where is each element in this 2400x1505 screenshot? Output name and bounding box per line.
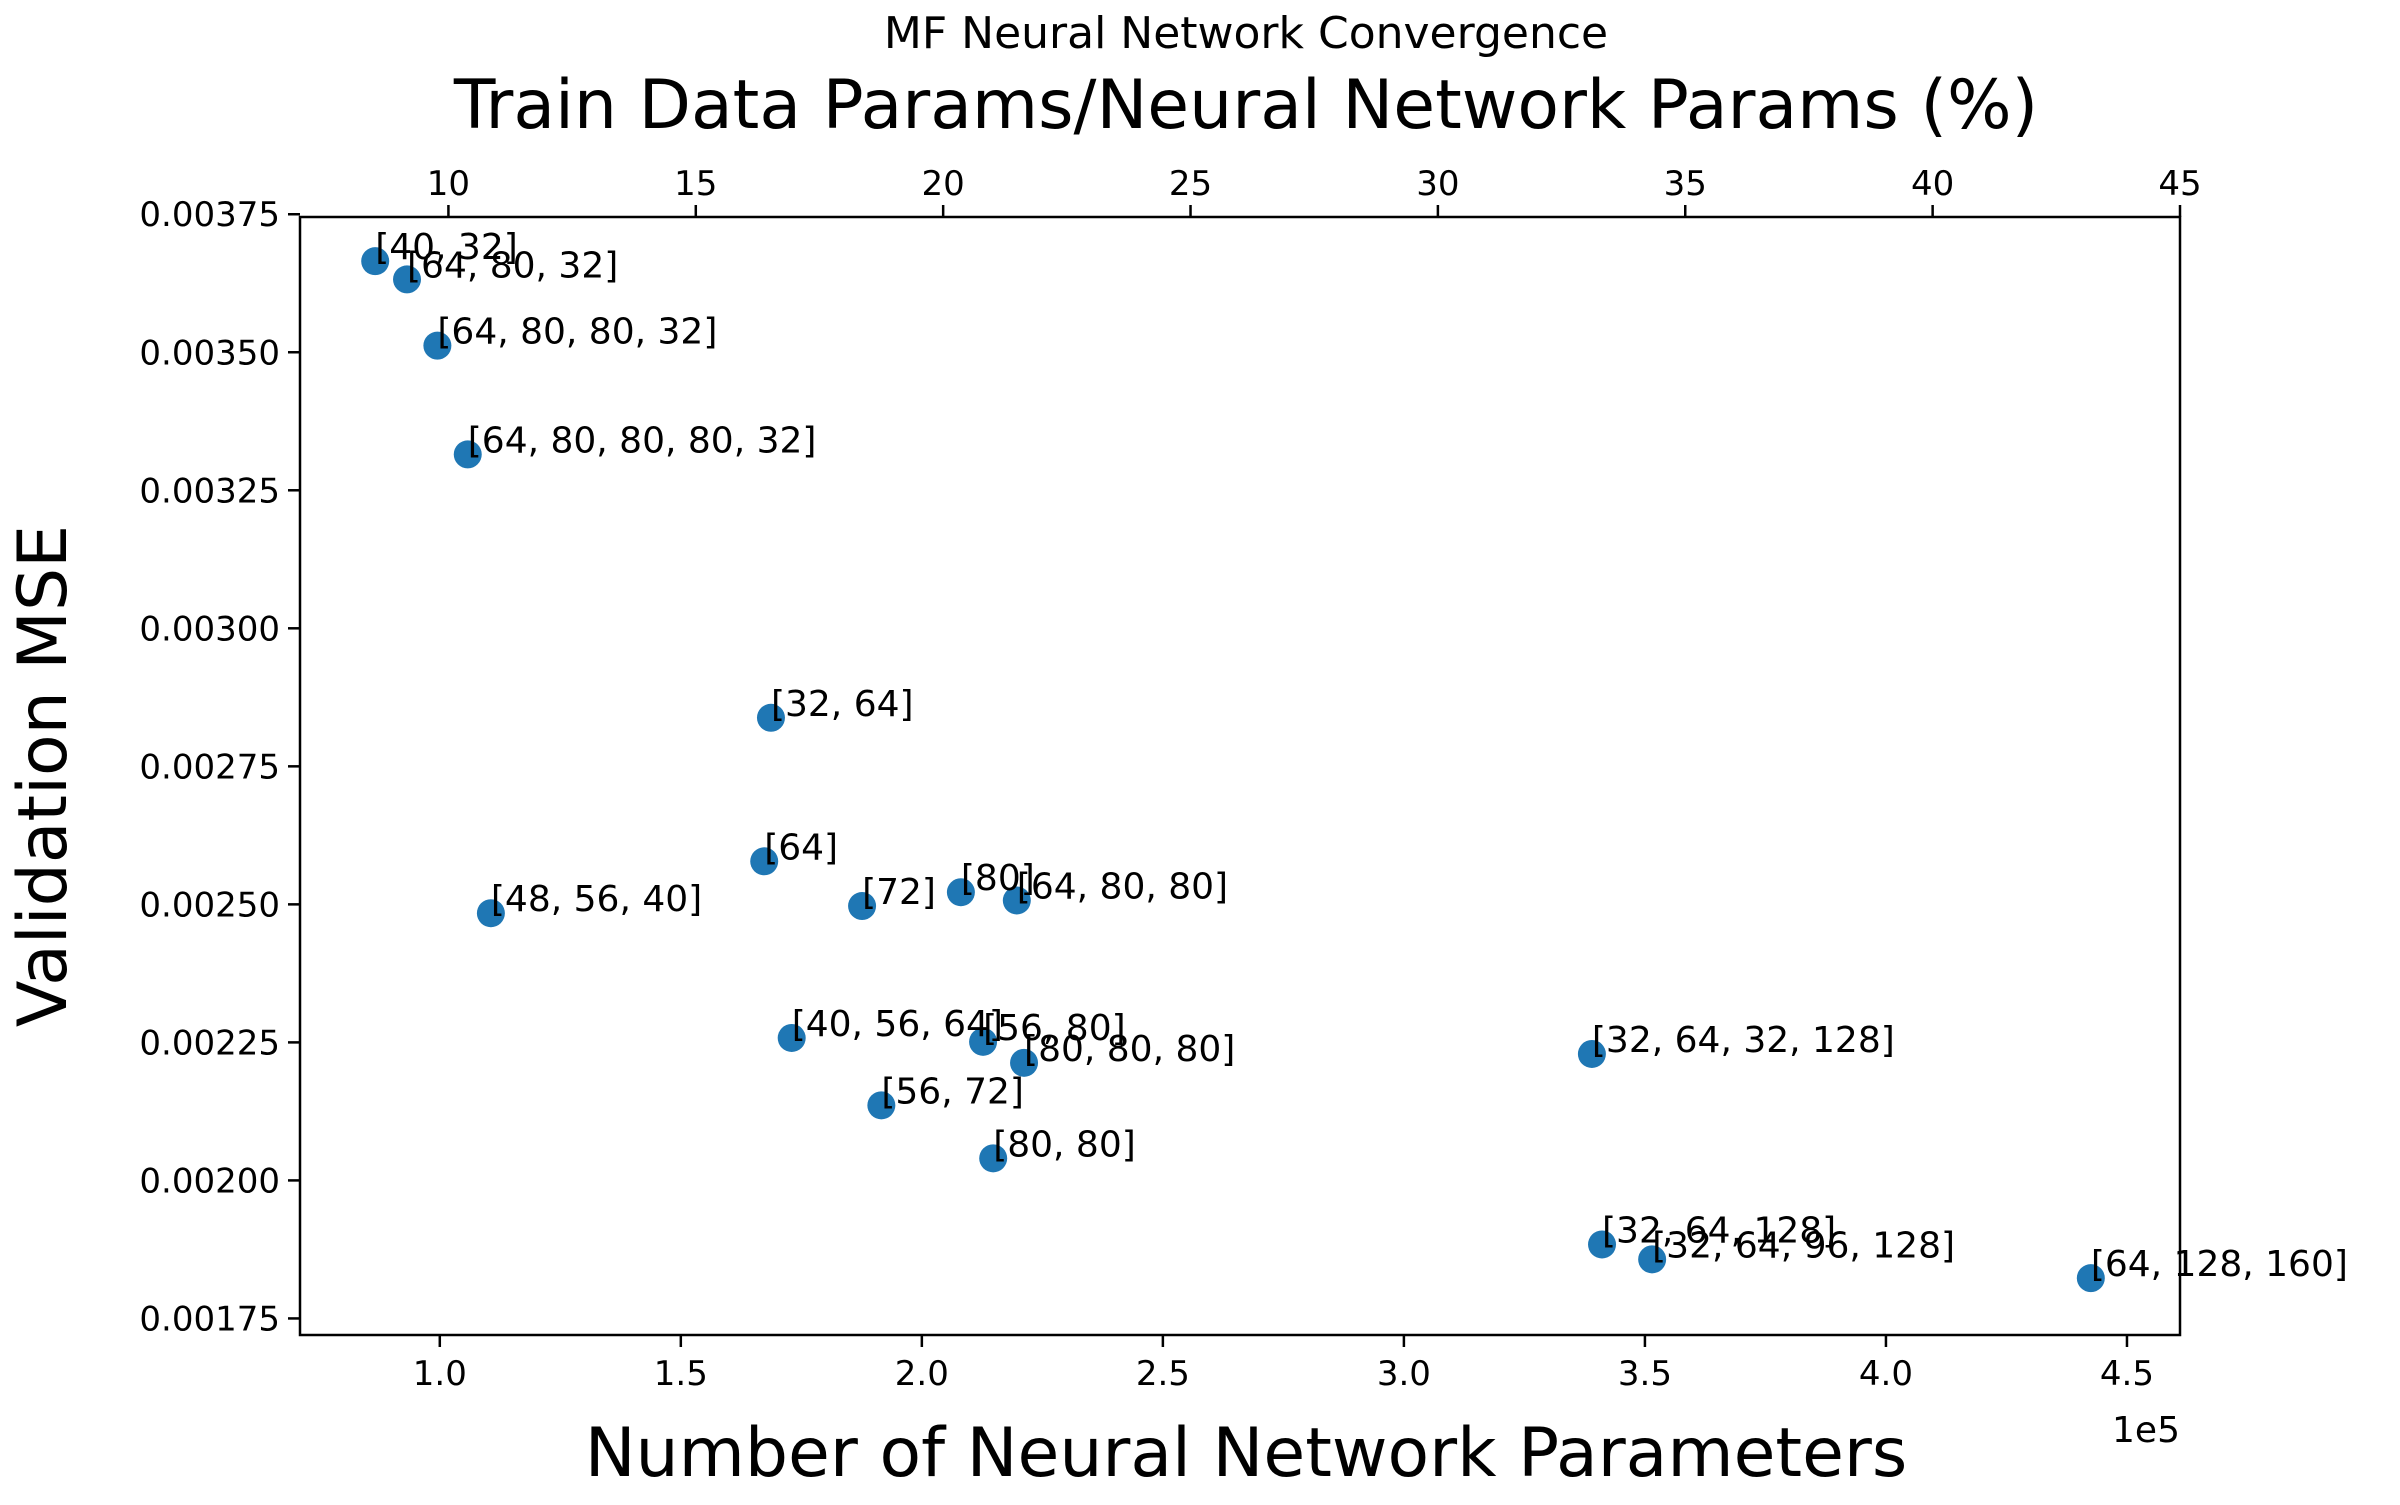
scatter-point (2076, 1264, 2105, 1293)
y-axis-title: Validation MSE (4, 525, 83, 1027)
point-label: [80, 80] (993, 1124, 1136, 1165)
x-axis-title: Number of Neural Network Parameters (585, 1414, 1908, 1493)
scatter-point (361, 247, 390, 276)
y-tick-label: 0.00250 (139, 885, 280, 925)
point-label: [32, 64, 96, 128] (1652, 1225, 1955, 1266)
scatter-point (1638, 1245, 1667, 1274)
point-label: [64, 80, 80] (1017, 866, 1228, 907)
y-tick-label: 0.00325 (139, 471, 280, 511)
scatter-point (1588, 1230, 1617, 1259)
scatter-point (848, 892, 877, 921)
top-x-tick-label: 35 (1664, 164, 1707, 204)
scatter-point (969, 1027, 998, 1056)
data-points (361, 247, 2105, 1293)
point-label: [48, 56, 40] (491, 879, 702, 920)
plot-frame (298, 215, 2182, 1337)
chart-title: MF Neural Network Convergence (884, 8, 1608, 59)
scatter-point (867, 1091, 896, 1120)
x-tick-label: 4.0 (1859, 1354, 1913, 1394)
scatter-point (756, 703, 785, 732)
point-label: [64, 128, 160] (2091, 1244, 2348, 1285)
scatter-point (476, 899, 505, 928)
point-label: [32, 64, 128] (1602, 1210, 1836, 1251)
x-axis-offset-label: 1e5 (2112, 1410, 2180, 1451)
y-tick-label: 0.00175 (139, 1299, 280, 1339)
top-x-tick-label: 20 (922, 164, 965, 204)
y-tick-label: 0.00275 (139, 747, 280, 787)
scatter-point (423, 331, 452, 360)
x-tick-label: 3.5 (1618, 1354, 1672, 1394)
scatter-point (946, 878, 975, 907)
x-axis-ticks: 1.0 1.5 2.0 2.5 3.0 3.5 4.0 4.5 (413, 1335, 2154, 1394)
top-x-axis-title: Train Data Params/Neural Network Params … (453, 66, 2038, 145)
x-tick-label: 2.5 (1136, 1354, 1190, 1394)
y-tick-label: 0.00200 (139, 1161, 280, 1201)
scatter-point (1577, 1039, 1606, 1068)
point-label: [64, 80, 32] (407, 245, 618, 286)
x-tick-label: 2.0 (895, 1354, 949, 1394)
x-tick-label: 3.0 (1377, 1354, 1431, 1394)
x-tick-label: 1.5 (654, 1354, 708, 1394)
plot-area-border (298, 215, 2182, 1337)
x-tick-label: 4.5 (2100, 1354, 2154, 1394)
point-label: [32, 64] (771, 684, 914, 725)
top-x-axis-ticks: 10 15 20 25 30 35 40 45 (427, 164, 2202, 217)
top-x-tick-label: 10 (427, 164, 470, 204)
point-label: [40, 56, 64] (792, 1004, 1003, 1045)
scatter-point (979, 1144, 1008, 1173)
scatter-point (1002, 886, 1031, 915)
point-label: [40, 32] (375, 227, 518, 268)
top-x-tick-label: 40 (1911, 164, 1954, 204)
scatter-point (750, 847, 779, 876)
point-label: [80] (961, 858, 1035, 899)
scatter-point (1010, 1048, 1039, 1077)
point-label: [72] (862, 872, 936, 913)
point-label: [56, 72] (881, 1071, 1024, 1112)
point-labels: [40, 32][64, 80, 32] [64, 80, 80, 32] [64,… (375, 227, 2348, 1285)
x-tick-label: 1.0 (413, 1354, 467, 1394)
scatter-point (453, 440, 482, 469)
y-tick-label: 0.00300 (139, 609, 280, 649)
point-label: [80, 80, 80] (1024, 1029, 1235, 1070)
point-label: [64, 80, 80, 32] (437, 312, 717, 353)
point-label: [32, 64, 32, 128] (1592, 1020, 1895, 1061)
top-x-tick-label: 30 (1416, 164, 1459, 204)
y-tick-label: 0.00225 (139, 1023, 280, 1063)
point-label: [64, 80, 80, 80, 32] (468, 420, 817, 461)
scatter-point (393, 265, 422, 294)
point-label: [56, 80] (983, 1008, 1126, 1049)
y-axis-ticks: 0.00175 0.00200 0.00225 0.00250 0.00275 0.003… (139, 195, 300, 1339)
point-label: [64] (764, 827, 838, 868)
scatter-point (777, 1023, 806, 1052)
top-x-tick-label: 25 (1169, 164, 1212, 204)
top-x-tick-label: 45 (2158, 164, 2201, 204)
top-x-tick-label: 15 (674, 164, 717, 204)
y-tick-label: 0.00350 (139, 333, 280, 373)
y-tick-label: 0.00375 (139, 195, 280, 235)
